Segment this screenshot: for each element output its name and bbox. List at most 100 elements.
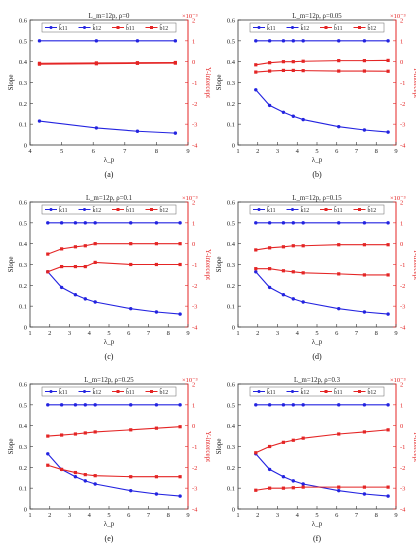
y2-exponent: ×10⁻³	[390, 13, 406, 20]
series-point	[267, 39, 272, 43]
series-point	[178, 403, 182, 407]
chart-title: L_m=12p, ρ=0	[89, 13, 130, 20]
y2-tick-label: 2	[400, 200, 403, 207]
series-line	[47, 271, 181, 315]
series-point	[362, 485, 366, 489]
legend: k̂11 k̂12 b̂11 b̂12	[41, 386, 177, 397]
series-point	[154, 310, 159, 314]
series-point	[362, 221, 367, 225]
series-point	[83, 221, 88, 225]
x-tick-label: 8	[375, 148, 378, 155]
y-tick-label: 0.2	[19, 101, 27, 108]
series-point	[93, 221, 97, 225]
series-line	[47, 243, 181, 255]
legend-entry: k̂11	[59, 206, 68, 213]
y2-tick-label: 1	[400, 38, 403, 45]
series-point	[362, 403, 367, 407]
legend-entry: b̂12	[368, 206, 377, 213]
series-point	[73, 475, 78, 479]
legend-marker	[49, 208, 53, 211]
series-point	[154, 221, 159, 225]
series-point	[94, 62, 98, 66]
series-point	[178, 262, 182, 267]
series-point	[267, 285, 272, 290]
series-point	[73, 470, 78, 475]
y-tick-label: 0.5	[227, 38, 235, 45]
y2-tick-label: -1	[192, 444, 197, 451]
series-point	[281, 486, 286, 490]
x-tick-label: 4	[296, 512, 300, 519]
y-tick-label: 0.1	[19, 122, 27, 129]
series-point	[281, 68, 286, 73]
legend: k̂11 k̂12 b̂11 b̂12	[41, 22, 177, 33]
series-point	[301, 300, 305, 304]
y-tick-label: 0.4	[19, 423, 28, 430]
series-point	[386, 485, 390, 489]
series-point	[129, 488, 133, 493]
legend-marker	[83, 208, 86, 211]
series-point	[46, 403, 50, 407]
series-point	[291, 60, 295, 64]
series-point	[59, 285, 64, 290]
series-line	[255, 244, 389, 251]
series-point	[362, 128, 367, 132]
y2-tick-label: 0	[400, 241, 403, 248]
series-point	[362, 59, 366, 63]
y2-tick-label: -4	[192, 507, 198, 514]
y2-tick-label: 0	[192, 59, 195, 66]
series-point	[337, 403, 341, 407]
series-point	[173, 131, 178, 135]
series-point	[93, 430, 97, 434]
series-point	[173, 39, 178, 43]
y-axis-label: Slope	[7, 439, 15, 455]
y-axis-label: Slope	[7, 257, 15, 273]
series-point	[83, 264, 87, 269]
series-point	[73, 264, 78, 269]
x-tick-label: 6	[92, 148, 96, 155]
series-point	[254, 267, 258, 271]
series-point	[337, 272, 341, 276]
y-tick-label: 0.1	[227, 122, 235, 129]
y-tick-label: 0.1	[19, 486, 27, 493]
y-tick-label: 0.6	[19, 200, 28, 207]
x-tick-label: 3	[68, 512, 71, 519]
series-point	[267, 403, 272, 407]
series-point	[386, 130, 390, 134]
x-tick-label: 6	[335, 330, 339, 337]
series-point	[73, 245, 78, 249]
x-axis-label: λ_p	[312, 338, 323, 346]
y2-tick-label: -3	[192, 486, 197, 493]
y-tick-label: 0.5	[227, 220, 235, 227]
series-point	[386, 221, 390, 225]
series-point	[301, 59, 305, 63]
y2-tick-label: 2	[192, 382, 195, 389]
series-point	[93, 300, 97, 304]
x-tick-label: 5	[315, 512, 318, 519]
panel-label: (f)	[313, 534, 321, 543]
legend-marker	[83, 26, 86, 29]
series-point	[154, 242, 158, 246]
series-point	[129, 221, 133, 225]
legend-entry: b̂12	[368, 388, 377, 395]
chart-title: L_m=12p, ρ=0.05	[292, 13, 342, 20]
y-tick-label: 0.6	[19, 382, 28, 389]
series-point	[291, 270, 295, 274]
series-point	[129, 475, 133, 479]
series-point	[362, 39, 367, 43]
y-tick-label: 0.6	[19, 18, 28, 25]
series-point	[60, 264, 64, 269]
legend-box	[41, 22, 177, 33]
series-point	[129, 262, 133, 267]
legend-marker	[257, 26, 261, 29]
legend: k̂11 k̂12 b̂11 b̂12	[249, 386, 385, 397]
legend-marker	[49, 390, 53, 393]
x-tick-label: 6	[127, 512, 131, 519]
y-tick-label: 0	[232, 507, 235, 514]
series-point	[83, 297, 88, 301]
series-point	[267, 467, 272, 472]
y2-tick-label: 2	[400, 382, 403, 389]
legend-entry: b̂12	[160, 24, 169, 31]
x-tick-label: 4	[88, 512, 92, 519]
